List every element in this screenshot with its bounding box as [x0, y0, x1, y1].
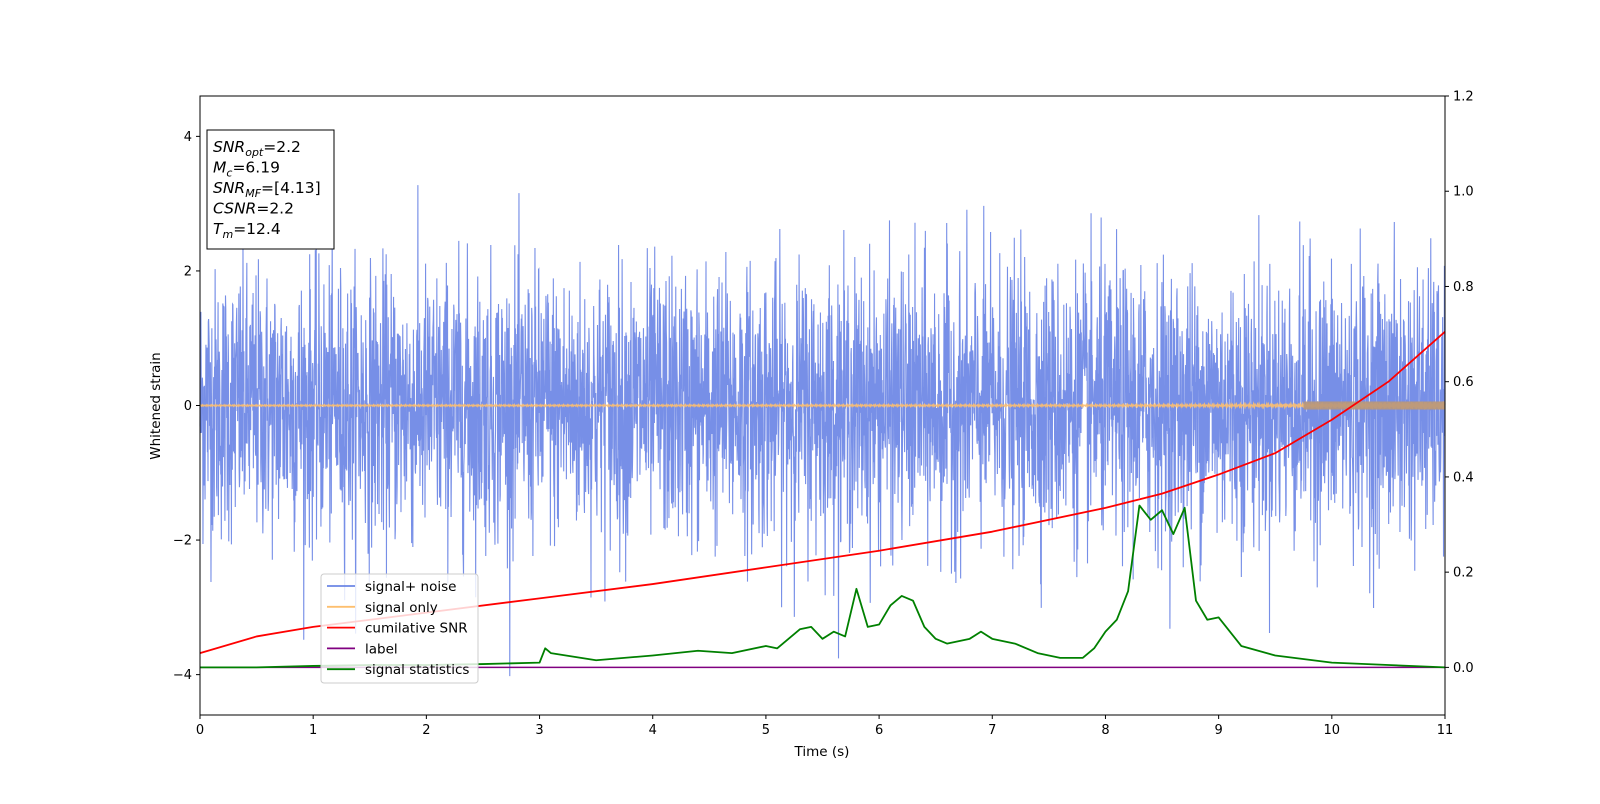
parameter-info-box: SNRopt=2.2Mc=6.19SNRMF=[4.13]CSNR=2.2Tm=… — [206, 129, 335, 250]
x-tick-label: 8 — [1101, 723, 1109, 738]
info-param-subscript: m — [222, 228, 233, 241]
signal-only-line — [199, 401, 1446, 411]
info-param-value: =6.19 — [232, 159, 280, 177]
info-box-row: SNRopt=2.2 — [213, 138, 301, 159]
x-axis-label: Time (s) — [794, 744, 850, 760]
y-tick-label: 2 — [184, 264, 192, 279]
x-tick-label: 3 — [535, 723, 543, 738]
info-box-frame — [206, 129, 335, 250]
signal-only-band — [1303, 401, 1445, 410]
x-tick-label: 9 — [1214, 723, 1222, 738]
info-param-value: =[4.13] — [261, 179, 321, 197]
info-param-value: =2.2 — [256, 200, 294, 218]
y2-tick-label: 0.8 — [1453, 280, 1474, 295]
x-tick-label: 7 — [988, 723, 996, 738]
y2-tick-label: 1.2 — [1453, 90, 1474, 105]
x-tick-label: 4 — [649, 723, 657, 738]
info-param-subscript: opt — [245, 146, 264, 159]
y-axis-left: −4 −2 0 2 4 — [173, 130, 200, 683]
info-param-subscript: c — [226, 167, 232, 180]
y2-tick-label: 0.6 — [1453, 375, 1474, 390]
series-signal-only — [199, 401, 1446, 411]
y2-tick-label: 1.0 — [1453, 185, 1474, 200]
legend: signal+ noise signal only cumilative SNR la… — [320, 573, 479, 684]
x-tick-label: 10 — [1324, 723, 1341, 738]
info-param-value: =12.4 — [233, 220, 281, 238]
y-axis-right: 0.0 0.2 0.4 0.6 0.8 1.0 1.2 — [1445, 90, 1474, 676]
info-param-value: =2.2 — [263, 138, 301, 156]
signal-statistics-line — [200, 504, 1446, 669]
y2-tick-label: 0.0 — [1453, 661, 1474, 676]
info-param-name: M — [213, 159, 226, 177]
legend-label: label — [365, 641, 398, 657]
y-tick-label: 4 — [184, 130, 192, 145]
x-tick-label: 6 — [875, 723, 883, 738]
info-param-name: SNR — [213, 179, 245, 197]
info-box-row: Tm=12.4 — [213, 220, 281, 241]
x-tick-label: 0 — [196, 723, 204, 738]
info-box-row: Mc=6.19 — [213, 159, 280, 180]
legend-label: signal statistics — [365, 662, 469, 678]
y-axis-label: Whitened strain — [148, 352, 164, 459]
info-box-row: SNRMF=[4.13] — [213, 179, 321, 200]
y-tick-label: −2 — [173, 534, 192, 549]
x-tick-label: 2 — [422, 723, 430, 738]
info-param-name: T — [213, 220, 224, 238]
y-tick-label: −4 — [173, 668, 192, 683]
info-param-name: CSNR — [213, 200, 256, 218]
x-tick-label: 1 — [309, 723, 317, 738]
info-param-name: SNR — [213, 138, 245, 156]
x-axis: 0 1 2 3 4 5 6 7 8 9 10 11 — [196, 715, 1453, 738]
info-param-subscript: MF — [245, 187, 261, 200]
y2-tick-label: 0.4 — [1453, 470, 1474, 485]
legend-label: signal only — [365, 600, 438, 616]
legend-label: signal+ noise — [365, 579, 456, 595]
info-box-row: CSNR=2.2 — [213, 200, 294, 218]
y2-tick-label: 0.2 — [1453, 566, 1474, 581]
y-tick-label: 0 — [184, 399, 192, 414]
series-signal-statistics — [200, 504, 1446, 669]
x-tick-label: 5 — [762, 723, 770, 738]
x-tick-label: 11 — [1437, 723, 1454, 738]
legend-frame — [320, 573, 479, 684]
legend-label: cumilative SNR — [365, 621, 468, 637]
